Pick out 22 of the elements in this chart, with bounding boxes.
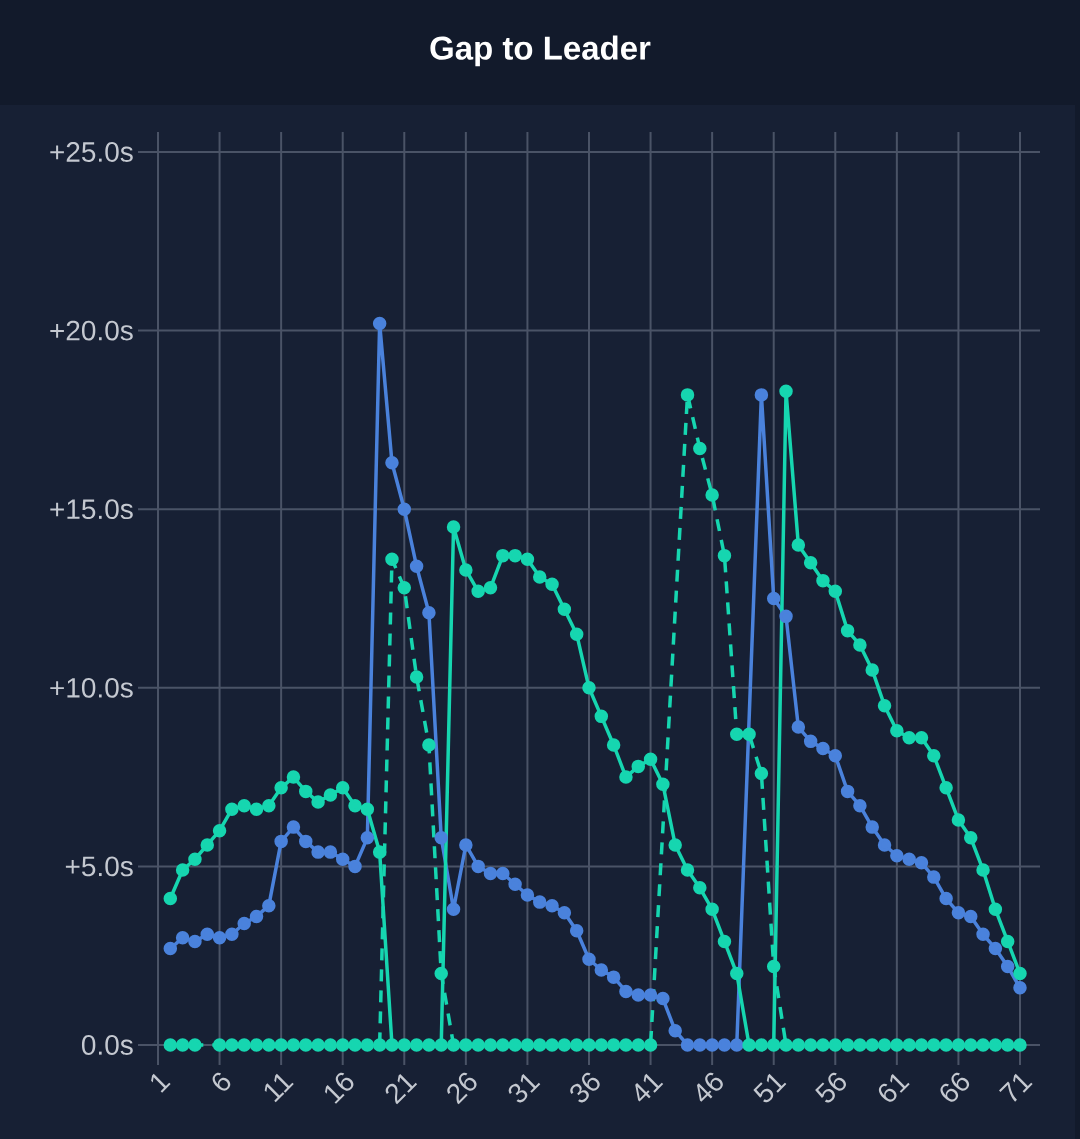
x-tick-label: 71: [999, 1073, 1033, 1102]
x-tick-label: 11: [264, 1073, 294, 1103]
x-tick-label: 46: [697, 1072, 723, 1102]
chart-title: Gap to Leader: [430, 35, 651, 67]
x-tick-label: 1: [151, 1073, 171, 1093]
y-tick-label: 0.0s: [81, 1035, 133, 1055]
y-tick-label: +5.0s: [65, 856, 133, 877]
y-tick-label: +20.0s: [50, 320, 133, 341]
x-tick-label: 56: [815, 1072, 846, 1103]
x-tick-label: 51: [753, 1073, 787, 1103]
x-tick-label: 66: [940, 1072, 970, 1102]
x-tick-label: 16: [325, 1072, 354, 1104]
x-tick-label: 61: [878, 1074, 910, 1102]
x-tick-label: 26: [447, 1072, 477, 1105]
y-tick-label: +25.0s: [50, 142, 133, 162]
y-tick-label: +10.0s: [50, 677, 133, 698]
x-tick-label: 41: [635, 1073, 664, 1102]
x-tick-label: 36: [570, 1072, 600, 1103]
x-tick-label: 31: [508, 1074, 541, 1103]
x-tick-label: 6: [212, 1072, 231, 1091]
x-tick-label: 21: [385, 1074, 418, 1105]
y-tick-label: +15.0s: [50, 499, 133, 520]
